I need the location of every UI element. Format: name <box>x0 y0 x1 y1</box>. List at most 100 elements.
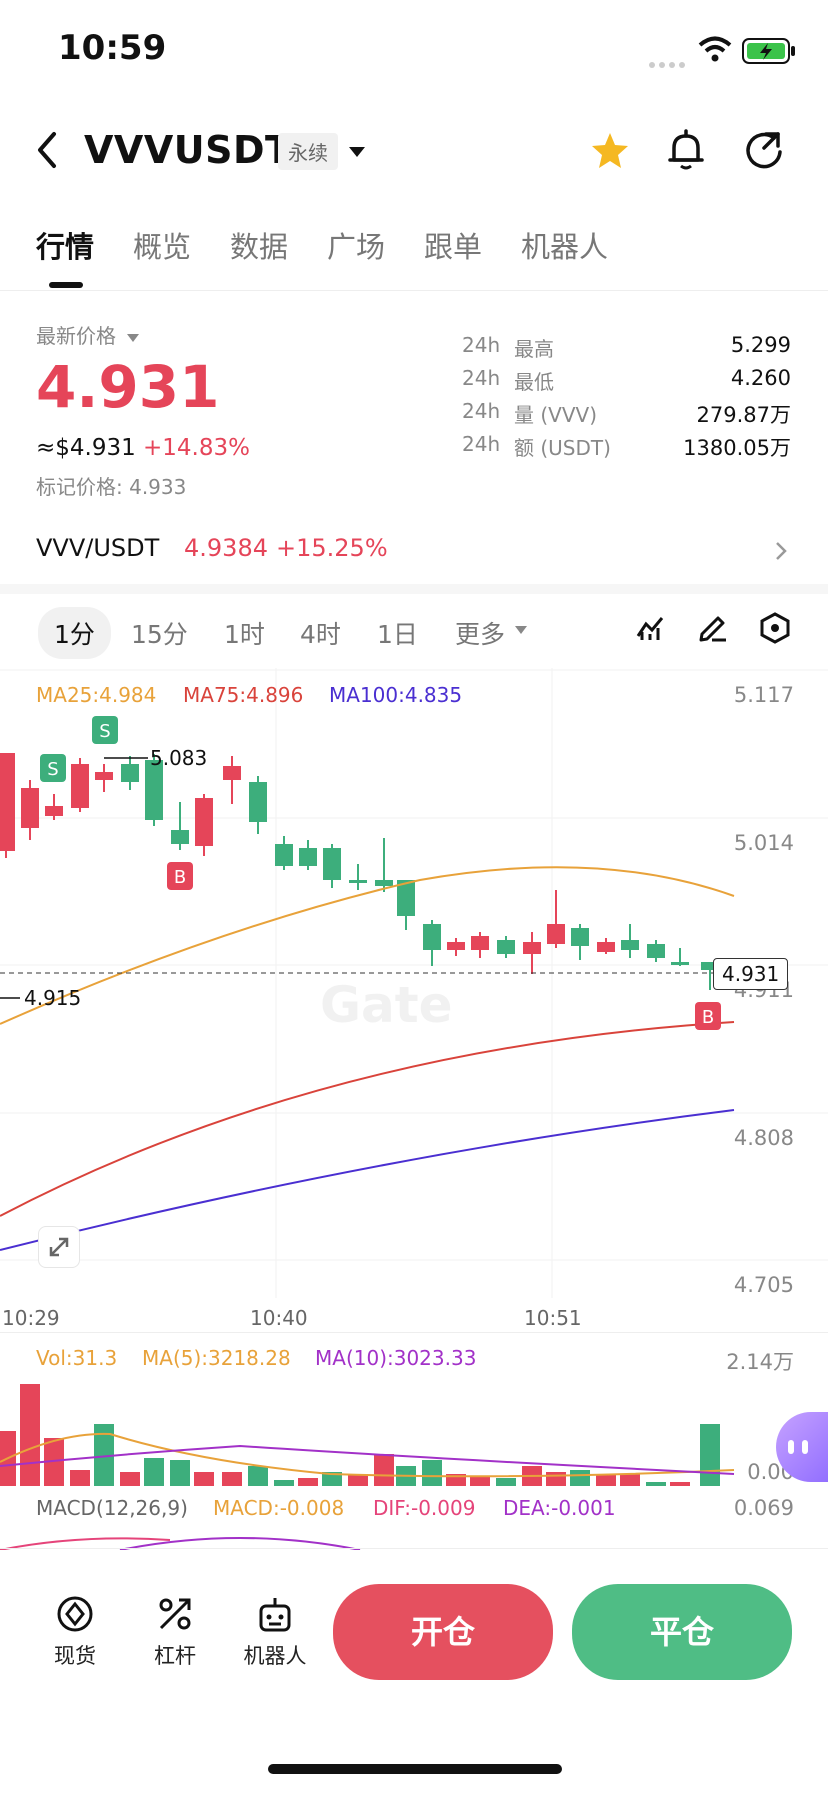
buy-signal-badge-label: B <box>702 1007 714 1028</box>
bell-icon[interactable] <box>666 128 706 176</box>
current-price-tag: 4.931 <box>713 958 789 990</box>
spot-pair: VVV/USDT <box>36 534 160 562</box>
chart-settings-button[interactable] <box>760 612 790 648</box>
spot-pair-row[interactable]: VVV/USDT 4.9384 +15.25% <box>0 520 828 580</box>
candle-body <box>447 942 465 950</box>
tab-data[interactable]: 数据 <box>230 230 289 264</box>
nav-spot[interactable]: 现货 <box>30 1594 120 1670</box>
volume-chart <box>0 1384 735 1486</box>
ma25-value: MA25:4.984 <box>36 683 157 707</box>
stat-value: 5.299 <box>730 333 791 357</box>
interval-1h[interactable]: 1时 <box>224 620 265 649</box>
volume-bar <box>94 1424 114 1486</box>
candle-body <box>275 844 293 866</box>
active-tab-indicator <box>49 282 83 288</box>
draw-tool-button[interactable] <box>698 612 728 646</box>
share-icon[interactable] <box>744 130 784 174</box>
volume-bar <box>274 1480 294 1486</box>
interval-1d[interactable]: 1日 <box>377 620 418 649</box>
volume-bar <box>374 1454 394 1486</box>
tab-copy-trading[interactable]: 跟单 <box>424 230 483 264</box>
y-tick: 4.808 <box>733 1126 794 1150</box>
candlestick-chart[interactable]: S S B B <box>0 668 828 1298</box>
stat-period: 24h <box>462 333 501 357</box>
interval-15m[interactable]: 15分 <box>131 620 188 649</box>
spot-coin-icon <box>57 1596 93 1632</box>
ma75-line <box>0 1021 735 1217</box>
latest-price-label[interactable]: 最新价格 <box>36 320 140 349</box>
tab-overview[interactable]: 概览 <box>133 230 192 264</box>
candle-body <box>621 940 639 950</box>
chevron-right-icon <box>776 542 787 560</box>
y-tick: 4.705 <box>733 1273 794 1297</box>
chevron-left-icon <box>38 132 56 168</box>
volume-bar <box>470 1476 490 1486</box>
buy-signal-badge <box>695 1002 721 1030</box>
change-percent: +14.83% <box>143 435 250 461</box>
divider <box>0 1548 828 1549</box>
robot-face-icon <box>788 1440 808 1454</box>
volume-bar <box>298 1478 318 1486</box>
candle-body <box>571 928 589 946</box>
candle-body <box>547 924 565 944</box>
back-button[interactable] <box>34 130 60 174</box>
vol-ma5-line <box>0 1432 735 1478</box>
candle-body <box>471 936 489 950</box>
open-position-button[interactable]: 开仓 <box>333 1584 553 1680</box>
candle-body <box>349 880 367 883</box>
spot-change: +15.25% <box>276 534 388 562</box>
vol-value: Vol:31.3 <box>36 1346 118 1370</box>
candle-body <box>249 782 267 822</box>
vol-ma10-line <box>0 1444 735 1475</box>
candle-body <box>299 848 317 866</box>
volume-bar <box>322 1472 342 1486</box>
macd-value: MACD:-0.008 <box>213 1496 345 1520</box>
candle-body <box>0 753 15 851</box>
hexagon-settings-icon <box>760 612 790 644</box>
assistant-bubble[interactable] <box>776 1412 828 1482</box>
interval-4h[interactable]: 4时 <box>300 620 341 649</box>
vol-ma5: MA(5):3218.28 <box>142 1346 291 1370</box>
interval-1m[interactable]: 1分 <box>38 607 111 659</box>
stat-label: 最低 <box>514 370 554 394</box>
tab-bots[interactable]: 机器人 <box>521 230 609 264</box>
candle-body <box>701 962 719 970</box>
candle-body <box>497 940 515 954</box>
volume-bar <box>70 1470 90 1486</box>
caret-down-icon <box>127 334 140 342</box>
buy-signal-badge-label: B <box>174 867 186 888</box>
x-tick: 10:51 <box>524 1306 582 1330</box>
tab-square[interactable]: 广场 <box>327 230 386 264</box>
stat-value: 4.260 <box>730 366 791 390</box>
divider <box>0 1332 828 1333</box>
battery-icon <box>742 38 798 68</box>
sell-signal-badge <box>92 716 118 744</box>
candle-body <box>597 942 615 952</box>
nav-margin[interactable]: 杠杆 <box>130 1594 220 1670</box>
close-position-button[interactable]: 平仓 <box>572 1584 792 1680</box>
candle-body <box>121 764 139 782</box>
x-tick: 10:40 <box>250 1306 308 1330</box>
favorite-star-icon[interactable] <box>590 130 630 174</box>
macd-chart <box>0 1537 361 1550</box>
sell-signal-badge <box>40 754 66 782</box>
x-tick: 10:29 <box>2 1306 60 1330</box>
tab-market[interactable]: 行情 <box>36 230 95 264</box>
indicator-button[interactable] <box>636 614 666 646</box>
volume-bar <box>496 1478 516 1486</box>
nav-bots[interactable]: 机器人 <box>230 1594 320 1670</box>
contract-type-badge: 永续 <box>278 133 338 170</box>
fullscreen-button[interactable] <box>38 1226 80 1268</box>
interval-more[interactable]: 更多 <box>455 620 506 649</box>
low-marker: 4.915 <box>24 986 82 1010</box>
candle-body <box>45 806 63 816</box>
home-indicator <box>268 1764 562 1774</box>
symbol-title[interactable]: VVVUSDT <box>84 128 292 172</box>
y-tick: 5.014 <box>733 831 794 855</box>
leverage-icon <box>159 1598 191 1630</box>
volume-bar <box>646 1482 666 1486</box>
candle-body <box>71 764 89 808</box>
stat-period: 24h <box>462 366 501 390</box>
y-tick: 5.117 <box>733 683 794 707</box>
symbol-dropdown-icon[interactable] <box>348 143 366 162</box>
